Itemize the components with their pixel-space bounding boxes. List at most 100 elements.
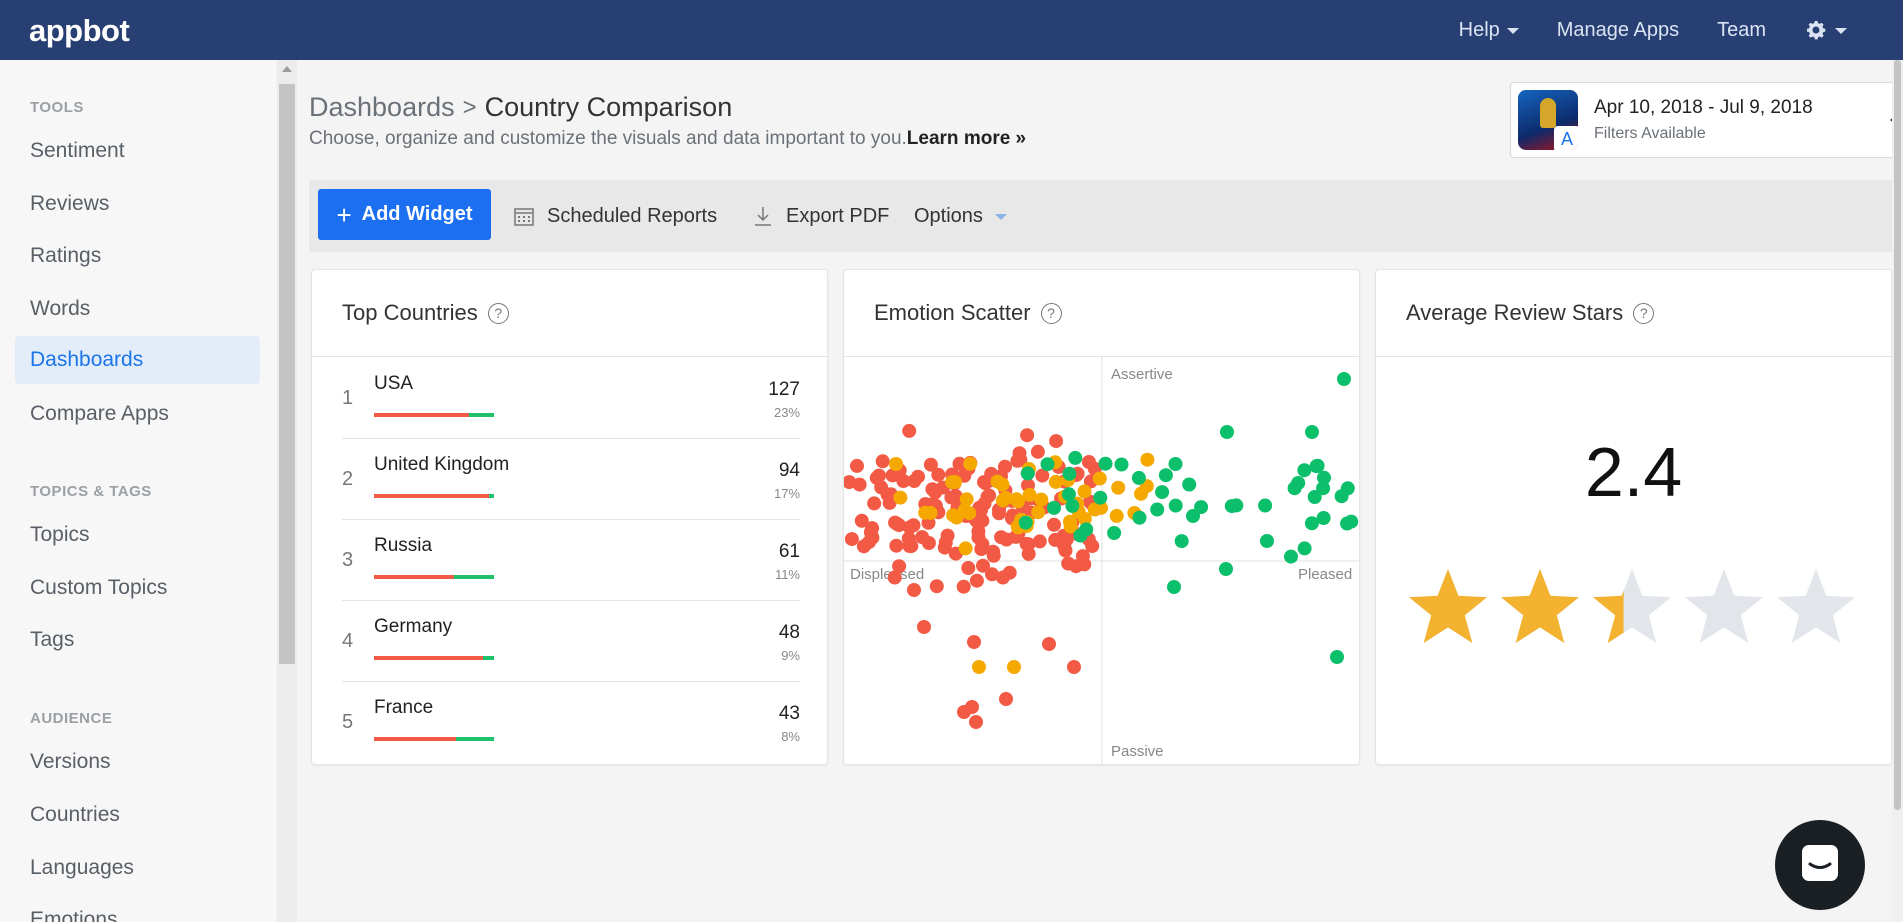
add-widget-button[interactable]: + Add Widget <box>318 189 491 240</box>
help-menu[interactable]: Help <box>1459 19 1519 42</box>
country-rank: 4 <box>342 630 354 652</box>
scatter-dot <box>1030 444 1045 459</box>
star-icon <box>1593 569 1671 643</box>
sentiment-bar-negative <box>374 656 484 660</box>
chevron-down-icon <box>994 214 1007 220</box>
scatter-dot <box>1168 498 1183 513</box>
scatter-dot <box>969 715 983 729</box>
scatter-dot <box>1077 484 1092 499</box>
export-pdf-button[interactable]: Export PDF <box>752 180 889 252</box>
sidebar-item-topics[interactable]: Topics <box>30 523 90 546</box>
appbot-logo[interactable]: appbot <box>29 13 130 48</box>
sidebar-heading-tools: TOOLS <box>30 99 84 116</box>
star-icon <box>1777 569 1855 643</box>
country-count: 61 <box>778 541 800 562</box>
average-rating-value: 2.4 <box>1584 433 1683 511</box>
sidebar-item-versions[interactable]: Versions <box>30 750 111 773</box>
scatter-dot <box>986 548 1001 563</box>
scatter-dot <box>1284 549 1298 564</box>
scatter-dot <box>1194 500 1209 515</box>
subtitle-text: Choose, organize and customize the visua… <box>309 128 907 149</box>
scatter-dot <box>1307 490 1322 504</box>
scroll-up-arrow-icon[interactable] <box>282 66 292 72</box>
scatter-dot <box>956 579 971 594</box>
sidebar-item-sentiment[interactable]: Sentiment <box>30 139 125 162</box>
breadcrumb-dashboards[interactable]: Dashboards <box>309 92 455 122</box>
sidebar-item-custom-topics[interactable]: Custom Topics <box>30 576 168 599</box>
scatter-dot <box>902 539 917 554</box>
scatter-dot <box>1049 434 1064 449</box>
scatter-dot <box>976 558 990 573</box>
country-row[interactable]: 4 Germany 48 9% <box>342 600 800 682</box>
star-icon <box>1685 569 1763 643</box>
scatter-dot <box>961 561 976 575</box>
country-percent: 17% <box>773 486 800 501</box>
sidebar-item-countries[interactable]: Countries <box>30 803 120 826</box>
label-assertive: Assertive <box>1111 366 1173 383</box>
average-stars-widget: Average Review Stars ? 2.4 <box>1375 269 1892 765</box>
options-dropdown[interactable]: Options <box>914 180 1007 252</box>
scatter-dot <box>1073 528 1088 543</box>
country-row[interactable]: 2 United Kingdom 94 17% <box>342 438 800 520</box>
scatter-dot <box>902 423 917 438</box>
sidebar-item-emotions[interactable]: Emotions <box>30 908 118 922</box>
emotion-scatter-widget: Emotion Scatter ? Assertive Passive Disp… <box>843 269 1360 765</box>
page-subtitle: Choose, organize and customize the visua… <box>309 128 1026 150</box>
sidebar-item-reviews[interactable]: Reviews <box>30 192 110 215</box>
app-selector[interactable]: A Apr 10, 2018 - Jul 9, 2018 Filters Ava… <box>1510 82 1903 158</box>
sidebar-scroll-thumb[interactable] <box>279 84 295 664</box>
window-scroll-thumb[interactable] <box>1894 60 1901 810</box>
team-link[interactable]: Team <box>1717 18 1766 41</box>
country-name: United Kingdom <box>374 454 510 475</box>
country-row[interactable]: 3 Russia 61 11% <box>342 519 800 601</box>
scatter-dot <box>1174 534 1189 549</box>
scatter-dot <box>1018 515 1033 530</box>
manage-apps-link[interactable]: Manage Apps <box>1556 18 1680 41</box>
scatter-dot <box>1075 549 1090 564</box>
filters-available: Filters Available <box>1594 125 1706 142</box>
scatter-dot <box>1258 498 1273 513</box>
scatter-dot <box>940 528 955 543</box>
help-icon[interactable]: ? <box>487 302 509 324</box>
sidebar-item-compare-apps[interactable]: Compare Apps <box>30 402 169 425</box>
country-row[interactable]: 5 France 43 8% <box>342 681 800 763</box>
country-rank: 5 <box>342 711 354 733</box>
scatter-dot <box>995 477 1010 492</box>
scatter-dot <box>923 457 938 472</box>
scheduled-reports-button[interactable]: Scheduled Reports <box>513 180 717 252</box>
scatter-dot <box>963 456 978 471</box>
scatter-dot <box>1061 487 1076 502</box>
sentiment-bar-negative <box>374 413 469 417</box>
trophy-icon <box>1540 98 1556 128</box>
learn-more-link[interactable]: Learn more » <box>906 128 1027 149</box>
country-count: 48 <box>778 622 800 643</box>
country-row[interactable]: 1 USA 127 23% <box>342 357 800 439</box>
scatter-dot <box>852 477 867 492</box>
scatter-dot <box>972 660 986 674</box>
scatter-dot <box>1132 510 1147 525</box>
scatter-dot <box>921 536 936 550</box>
sidebar-heading-topics: TOPICS & TAGS <box>30 483 152 500</box>
window-scrollbar[interactable] <box>1892 60 1903 922</box>
chat-icon <box>1802 845 1838 881</box>
sentiment-bar-negative <box>374 494 490 498</box>
top-bar: appbot Help Manage Apps Team <box>0 0 1903 60</box>
top-countries-widget: Top Countries ? 1 USA 127 23% 2 United Kingdo… <box>311 269 828 765</box>
sidebar-scrollbar[interactable] <box>277 60 297 922</box>
scatter-dot <box>854 513 869 528</box>
scatter-dot <box>1337 372 1351 386</box>
sentiment-bar-positive <box>489 494 494 498</box>
scatter-dot <box>929 579 944 594</box>
scatter-dot <box>1002 565 1017 580</box>
sidebar-item-ratings[interactable]: Ratings <box>30 244 102 267</box>
sidebar-item-words[interactable]: Words <box>30 297 91 320</box>
help-icon[interactable]: ? <box>1040 302 1062 324</box>
sentiment-bar-positive <box>455 737 494 741</box>
chat-launcher-button[interactable] <box>1775 820 1865 910</box>
add-widget-label: Add Widget <box>361 203 473 225</box>
settings-menu[interactable] <box>1804 18 1847 42</box>
sidebar-item-languages[interactable]: Languages <box>30 856 134 879</box>
sidebar-item-tags[interactable]: Tags <box>30 628 75 651</box>
help-icon[interactable]: ? <box>1633 302 1655 324</box>
sidebar-item-dashboards[interactable]: Dashboards <box>15 336 260 384</box>
